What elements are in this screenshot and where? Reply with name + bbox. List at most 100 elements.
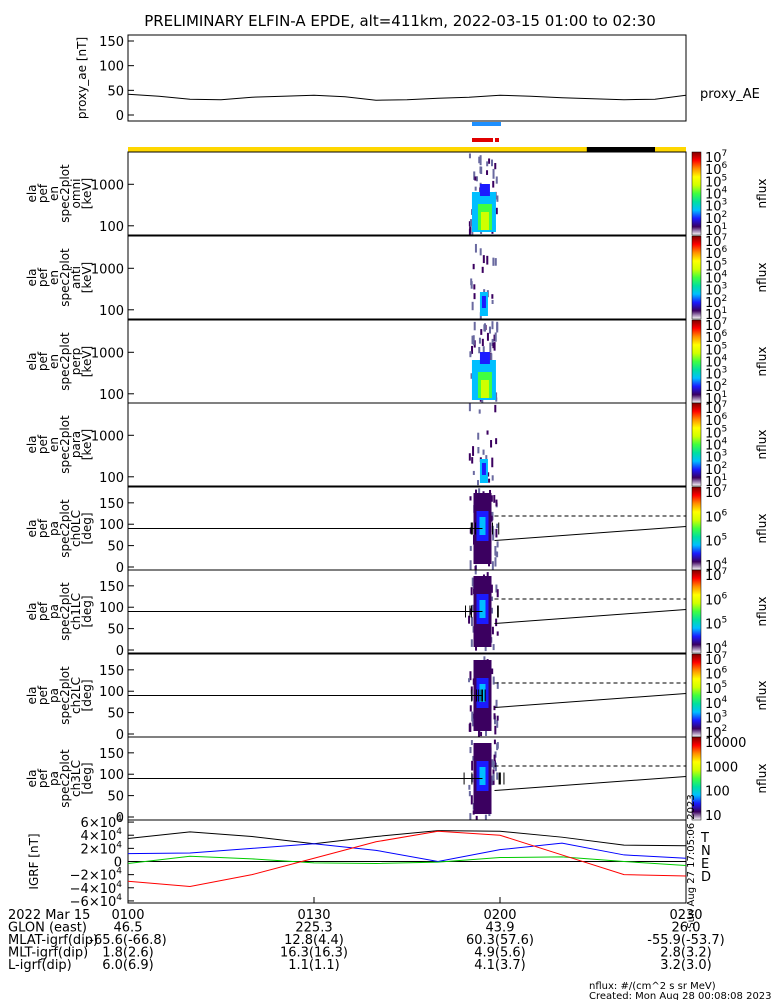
flux-pixel [477,731,480,737]
flux-pixel [486,572,489,580]
science-zone-red-bar [472,138,493,142]
colorbar-tick-label: 102 [705,294,727,311]
flux-pixel [470,219,473,227]
flux-pixel [475,176,478,182]
flux-pixel [481,338,484,347]
flux-pixel [488,326,491,334]
flux-pixel [472,335,475,346]
colorbar-tick-label: 104 [705,695,728,712]
flux-pixel [468,678,471,683]
flux-pixel [491,759,494,768]
flux-pixel [471,604,474,613]
panel-ylabel-line: pef [36,267,50,287]
flux-pixel [469,671,472,681]
spectrogram-data-7 [128,739,686,820]
panel-ylabel-line: spec2plot [58,164,72,223]
colorbar-tick-label: 105 [705,173,727,190]
colorbar-tick-label: 101 [705,222,727,239]
flux-pixel [491,668,494,675]
panel-ylabel-line: en [47,354,61,369]
ytick-label: 150 [99,747,124,762]
colorbar-tick-label: 107 [705,400,727,417]
colorbar-tick-label: 104 [705,270,728,287]
ytick-label: 50 [107,540,124,555]
flux-pixel [486,170,489,175]
colorbar-label: nflux [755,597,769,627]
grf-line-N [127,842,687,863]
panel-ylabel-line: pa [47,604,61,619]
shadow-bar [586,147,655,152]
grf-line-T [127,830,687,847]
colorbar-label: nflux [755,681,769,711]
flux-core-blue [479,352,490,364]
colorbar-label: nflux [755,263,769,293]
flux-pixel [475,644,478,651]
panel-ylabel-line: pa [47,688,61,703]
flux-pixel [469,722,472,732]
flux-pixel [469,496,472,501]
flux-pixel [495,438,498,445]
flux-pixel [484,644,487,652]
flux-pixel [495,176,498,184]
science-zone-red-bar-end [495,138,499,142]
colorbar-1 [691,235,702,320]
flux-pixel [473,293,476,300]
flux-pixel [472,446,475,456]
sunlight-bar [128,147,686,152]
panel-ylabel-line: ela [25,602,39,620]
ae-series-label: proxy_AE [700,87,760,102]
colorbar-tick-label: 106 [705,245,728,262]
panel-ylabel-line: pef [36,434,50,454]
colorbar-tick-label: 106 [705,412,728,429]
time-tick-label: 0200 [483,908,516,923]
flux-pixel [488,158,491,164]
created-note: Created: Mon Aug 28 00:08:08 2023 [589,991,772,1000]
panel-ylabel-line: ch2LC [69,677,83,714]
ytick-label: 100 [99,304,124,319]
grf-ytick-label: 6×104 [81,814,123,831]
ytick-label: 0 [116,728,124,743]
flux-pixel [469,813,472,820]
units-note: nflux: #/(cm^2 s sr MeV) [589,981,716,992]
flux-pixel [494,557,497,567]
colorbar-tick-label: 104 [705,437,728,454]
flux-pixel [474,186,477,191]
panel-ylabel-line: spec2plot [58,666,72,725]
colorbar-0 [691,151,702,236]
colorbar-tick-label: 101 [705,390,727,407]
flux-pixel [480,731,483,737]
panel-ylabel-line: [deg] [80,680,94,712]
flux-pixel [496,772,499,780]
flux-pixel [486,255,489,265]
spectrogram-data-6 [128,656,686,737]
flux-pixel [495,699,498,708]
flux-pixel [491,596,494,601]
flux-pixel [491,775,494,786]
colorbar-4 [691,486,702,571]
ephemeris-value: 26.0 [672,921,701,936]
flux-pixel [492,532,495,541]
flux-pixel [494,545,497,556]
flux-pixel [470,373,473,379]
ytick-label: 0 [116,561,124,576]
flux-pixel [493,715,496,725]
panel-ylabel-line: spec2plot [58,499,72,558]
ephemeris-value: 60.3(57.6) [466,933,534,948]
flux-pixel [492,769,495,777]
panel-ylabel-line: pef [36,685,50,705]
panel-ylabel-line: pef [36,351,50,371]
flux-pixel [495,584,498,593]
flux-pixel [472,755,475,761]
ephemeris-row-label: L-igrf(dip) [8,958,72,973]
flux-pixel [473,321,476,331]
flux-pixel [492,779,495,785]
flux-pixel [493,713,496,720]
colorbar-2 [691,319,702,404]
colorbar-tick-label: 1000 [705,760,738,775]
flux-pixel [491,321,494,330]
flux-pixel [495,392,498,400]
flux-pixel [485,455,488,460]
flux-pixel [486,161,489,167]
flux-pixel [493,760,496,767]
ytick-label: 100 [99,768,124,783]
